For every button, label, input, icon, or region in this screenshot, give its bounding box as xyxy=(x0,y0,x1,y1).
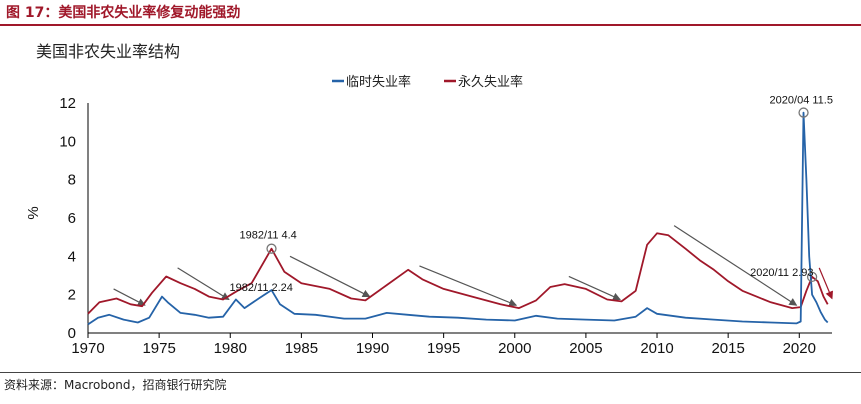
figure-title: 图 17：美国非农失业率修复动能强劲 xyxy=(6,5,241,21)
trend-arrow xyxy=(419,265,518,307)
x-tick-label: 1975 xyxy=(142,340,175,357)
x-tick-label: 2015 xyxy=(711,340,744,357)
annotation-marker xyxy=(266,243,277,254)
source-note: 资料来源：Macrobond，招商银行研究院 xyxy=(4,378,227,392)
source-divider xyxy=(0,372,861,373)
y-tick-label: 10 xyxy=(59,133,76,150)
legend: 临时失业率 永久失业率 xyxy=(332,74,523,90)
trend-arrow xyxy=(673,225,798,306)
trend-arrow xyxy=(568,275,621,301)
annotation-label: 2020/04 11.5 xyxy=(770,95,833,107)
y-tick-label: 12 xyxy=(59,95,76,112)
y-axis-label: % xyxy=(25,206,42,219)
trend-arrow xyxy=(177,267,230,300)
annotation-marker xyxy=(798,107,809,118)
annotations: 1982/11 4.4 1982/11 2.24 2020/04 11.5 2020/… xyxy=(230,95,833,294)
x-tick-label: 2020 xyxy=(783,340,816,357)
title-divider xyxy=(0,24,861,26)
legend-label-permanent: 永久失业率 xyxy=(458,74,523,90)
annotation-marker xyxy=(806,271,818,282)
y-tick-label: 2 xyxy=(68,287,76,304)
annotation-label: 1982/11 4.4 xyxy=(240,230,297,242)
annotation-label: 1982/11 2.24 xyxy=(230,282,293,294)
x-axis: 1970 1975 1980 1985 1990 1995 2000 2005 2010 2015… xyxy=(71,332,832,357)
x-tick-label: 2000 xyxy=(498,340,531,357)
y-tick-label: 0 xyxy=(68,325,76,342)
series-line xyxy=(87,111,829,326)
x-tick-label: 1970 xyxy=(71,340,104,357)
trend-arrow xyxy=(818,267,833,300)
y-axis: 0 2 4 6 8 10 12 xyxy=(59,95,89,342)
y-tick-label: 4 xyxy=(68,248,76,265)
x-tick-label: 2010 xyxy=(640,340,673,357)
annotation-label: 2020/11 2.93 xyxy=(750,267,813,279)
series-lines xyxy=(87,111,829,326)
trend-arrow xyxy=(289,255,371,298)
trend-arrows xyxy=(113,225,833,307)
trend-arrow xyxy=(113,288,146,306)
series-line xyxy=(87,232,829,315)
y-tick-label: 6 xyxy=(68,210,76,227)
x-tick-label: 1980 xyxy=(214,340,247,357)
x-tick-label: 1995 xyxy=(427,340,460,357)
x-tick-label: 1990 xyxy=(356,340,389,357)
legend-label-temporary: 临时失业率 xyxy=(346,74,411,90)
chart-title: 美国非农失业率结构 xyxy=(36,42,181,61)
x-tick-label: 2005 xyxy=(569,340,602,357)
x-tick-label: 1985 xyxy=(285,340,318,357)
y-tick-label: 8 xyxy=(68,172,76,189)
